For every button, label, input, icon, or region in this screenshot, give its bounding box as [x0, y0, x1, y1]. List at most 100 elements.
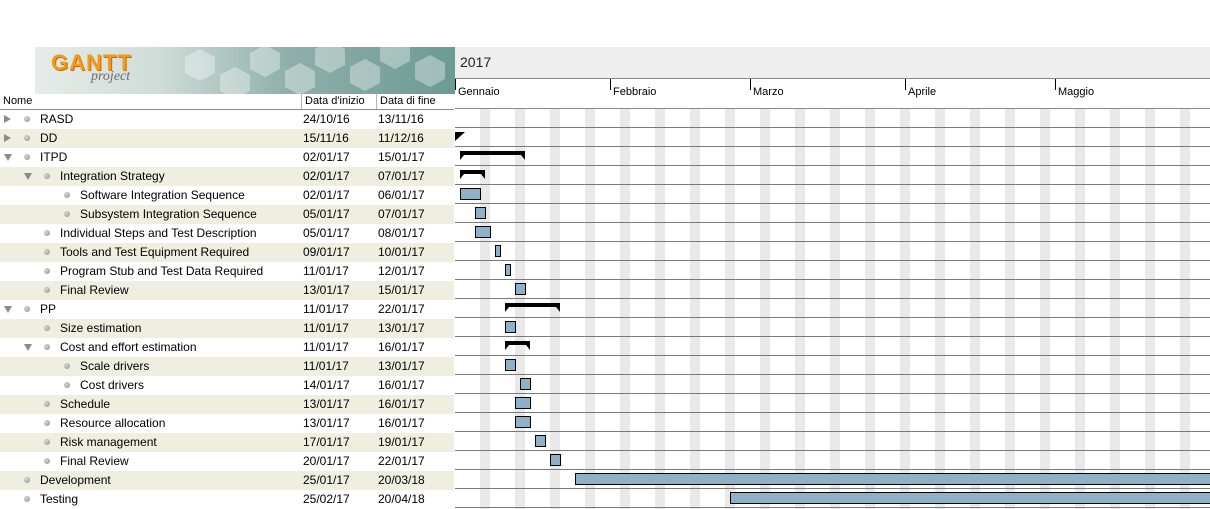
task-row[interactable]: Integration Strategy 02/01/17 07/01/17 — [0, 167, 454, 186]
task-end-date[interactable]: 16/01/17 — [378, 397, 425, 411]
task-end-date[interactable]: 07/01/17 — [378, 169, 425, 183]
task-end-date[interactable]: 13/01/17 — [378, 321, 425, 335]
task-bar[interactable] — [505, 359, 516, 371]
task-end-date[interactable]: 06/01/17 — [378, 188, 425, 202]
expand-triangle-icon[interactable] — [4, 134, 11, 142]
task-start-date[interactable]: 13/01/17 — [303, 416, 350, 430]
task-name[interactable]: Final Review — [60, 454, 129, 468]
task-start-date[interactable]: 02/01/17 — [303, 188, 350, 202]
task-start-date[interactable]: 20/01/17 — [303, 454, 350, 468]
column-header-start[interactable]: Data d'inizio — [305, 95, 365, 107]
task-row[interactable]: PP 11/01/17 22/01/17 — [0, 300, 454, 319]
task-row[interactable]: Tools and Test Equipment Required 09/01/1… — [0, 243, 454, 262]
task-row[interactable]: Cost drivers 14/01/17 16/01/17 — [0, 376, 454, 395]
task-bar[interactable] — [575, 473, 1210, 485]
task-row[interactable]: Development 25/01/17 20/03/18 — [0, 471, 454, 490]
task-name[interactable]: Risk management — [60, 435, 157, 449]
summary-task-bar[interactable] — [460, 151, 525, 160]
task-start-date[interactable]: 02/01/17 — [303, 169, 350, 183]
task-row[interactable]: ITPD 02/01/17 15/01/17 — [0, 148, 454, 167]
task-start-date[interactable]: 14/01/17 — [303, 378, 350, 392]
task-row[interactable]: Risk management 17/01/17 19/01/17 — [0, 433, 454, 452]
task-name[interactable]: Size estimation — [60, 321, 142, 335]
collapse-triangle-icon[interactable] — [4, 154, 12, 161]
task-name[interactable]: Development — [40, 473, 111, 487]
task-row[interactable]: Cost and effort estimation 11/01/17 16/01/… — [0, 338, 454, 357]
task-start-date[interactable]: 11/01/17 — [303, 302, 349, 316]
task-end-date[interactable]: 16/01/17 — [378, 340, 425, 354]
task-name[interactable]: Software Integration Sequence — [80, 188, 245, 202]
task-bar[interactable] — [515, 416, 531, 428]
summary-task-bar[interactable] — [505, 303, 560, 312]
task-bar[interactable] — [550, 454, 561, 466]
task-row[interactable]: Scale drivers 11/01/17 13/01/17 — [0, 357, 454, 376]
task-row[interactable]: Individual Steps and Test Description 05/… — [0, 224, 454, 243]
task-end-date[interactable]: 19/01/17 — [378, 435, 425, 449]
gantt-chart[interactable]: 2017 Gennaio Febbraio Marzo Aprile Maggio — [455, 47, 1210, 509]
task-name[interactable]: DD — [40, 131, 58, 145]
task-end-date[interactable]: 20/04/18 — [378, 492, 425, 506]
expand-triangle-icon[interactable] — [4, 115, 11, 123]
task-row[interactable]: Testing 25/02/17 20/04/18 — [0, 490, 454, 509]
task-row[interactable]: Software Integration Sequence 02/01/17 06/… — [0, 186, 454, 205]
task-start-date[interactable]: 11/01/17 — [303, 264, 349, 278]
task-end-date[interactable]: 22/01/17 — [378, 302, 425, 316]
task-row[interactable]: DD 15/11/16 11/12/16 — [0, 129, 454, 148]
gantt-grid[interactable] — [455, 109, 1210, 509]
task-start-date[interactable]: 13/01/17 — [303, 397, 350, 411]
summary-task-bar[interactable] — [505, 341, 530, 350]
task-bar[interactable] — [475, 226, 491, 238]
task-name[interactable]: Final Review — [60, 283, 129, 297]
task-end-date[interactable]: 16/01/17 — [378, 378, 425, 392]
task-start-date[interactable]: 09/01/17 — [303, 245, 350, 259]
task-row[interactable]: Subsystem Integration Sequence 05/01/17 07… — [0, 205, 454, 224]
task-bar[interactable] — [475, 207, 486, 219]
task-name[interactable]: Cost and effort estimation — [60, 340, 197, 354]
task-start-date[interactable]: 05/01/17 — [303, 226, 350, 240]
task-start-date[interactable]: 15/11/16 — [303, 131, 349, 145]
task-name[interactable]: Individual Steps and Test Description — [60, 226, 257, 240]
task-name[interactable]: Testing — [40, 492, 79, 506]
collapse-triangle-icon[interactable] — [24, 344, 32, 351]
task-row[interactable]: Program Stub and Test Data Required 11/01… — [0, 262, 454, 281]
task-row[interactable]: Final Review 13/01/17 15/01/17 — [0, 281, 454, 300]
task-end-date[interactable]: 20/03/18 — [378, 473, 425, 487]
task-end-date[interactable]: 15/01/17 — [378, 150, 425, 164]
task-row[interactable]: Final Review 20/01/17 22/01/17 — [0, 452, 454, 471]
task-row[interactable]: RASD 24/10/16 13/11/16 — [0, 110, 454, 129]
task-end-date[interactable]: 13/11/16 — [378, 112, 424, 126]
task-name[interactable]: RASD — [40, 112, 74, 126]
task-name[interactable]: Tools and Test Equipment Required — [60, 245, 250, 259]
collapse-triangle-icon[interactable] — [24, 173, 32, 180]
task-bar[interactable] — [520, 378, 531, 390]
task-start-date[interactable]: 05/01/17 — [303, 207, 350, 221]
task-end-date[interactable]: 16/01/17 — [378, 416, 425, 430]
task-name[interactable]: Integration Strategy — [60, 169, 165, 183]
task-name[interactable]: ITPD — [40, 150, 68, 164]
task-end-date[interactable]: 10/01/17 — [378, 245, 425, 259]
task-start-date[interactable]: 11/01/17 — [303, 359, 349, 373]
task-start-date[interactable]: 25/01/17 — [303, 473, 350, 487]
task-end-date[interactable]: 13/01/17 — [378, 359, 425, 373]
task-name[interactable]: PP — [40, 302, 57, 316]
task-start-date[interactable]: 13/01/17 — [303, 283, 350, 297]
task-row[interactable]: Resource allocation 13/01/17 16/01/17 — [0, 414, 454, 433]
task-name[interactable]: Schedule — [60, 397, 111, 411]
task-start-date[interactable]: 11/01/17 — [303, 321, 349, 335]
task-bar[interactable] — [515, 397, 531, 409]
task-start-date[interactable]: 17/01/17 — [303, 435, 350, 449]
summary-task-bar[interactable] — [460, 170, 485, 179]
task-bar[interactable] — [505, 264, 511, 276]
column-divider[interactable] — [376, 94, 377, 109]
task-bar[interactable] — [730, 492, 1210, 504]
task-name[interactable]: Scale drivers — [80, 359, 150, 373]
task-bar[interactable] — [495, 245, 501, 257]
task-bar[interactable] — [515, 283, 526, 295]
task-bar[interactable] — [505, 321, 516, 333]
task-end-date[interactable]: 07/01/17 — [378, 207, 425, 221]
task-name[interactable]: Program Stub and Test Data Required — [60, 264, 264, 278]
task-end-date[interactable]: 08/01/17 — [378, 226, 425, 240]
task-start-date[interactable]: 25/02/17 — [303, 492, 350, 506]
task-end-date[interactable]: 15/01/17 — [378, 283, 425, 297]
summary-task-bar-offscreen[interactable] — [455, 132, 465, 141]
